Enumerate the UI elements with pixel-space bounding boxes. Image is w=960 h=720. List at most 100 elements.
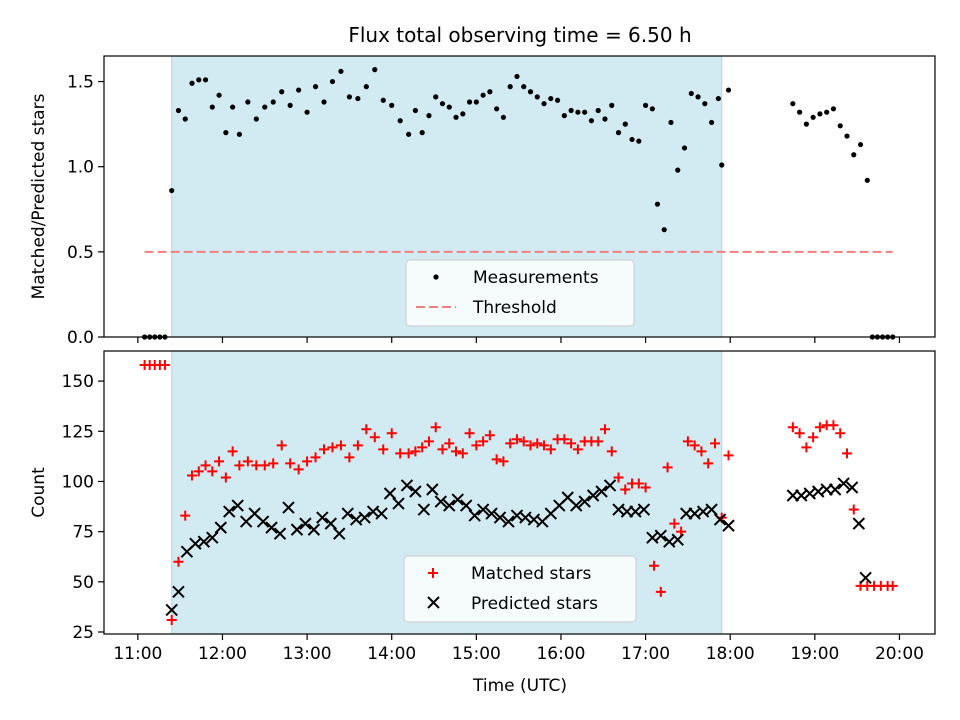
matched-star-point (841, 448, 852, 459)
legend-matched-label: Matched stars (471, 564, 591, 584)
matched-star-point (457, 448, 468, 459)
measurement-point (668, 119, 674, 126)
y-tick-label: 50 (72, 573, 94, 593)
y-tick-label: 25 (72, 623, 94, 643)
matched-star-point (207, 466, 218, 477)
measurement-point (521, 84, 527, 90)
measurement-point (642, 102, 649, 108)
x-tick-label: 12:00 (198, 644, 247, 664)
predicted-star-point (400, 479, 414, 492)
predicted-star-point (409, 485, 422, 498)
matched-star-point (511, 434, 522, 445)
measurement-point (507, 84, 513, 90)
predicted-star-point (443, 499, 456, 512)
matched-star-point (369, 432, 380, 443)
count-legend-box (403, 555, 637, 623)
matched-star-point (723, 450, 734, 461)
measurement-point (329, 78, 336, 85)
measurement-point (837, 123, 843, 129)
matched-star-point (613, 472, 624, 483)
predicted-star-point (476, 503, 490, 516)
x-tick-label: 15:00 (452, 644, 501, 664)
x-axis-label: Time (UTC) (472, 676, 567, 696)
matched-star-point (689, 440, 700, 451)
measurement-point (541, 101, 547, 107)
measurement-point (534, 94, 540, 100)
matched-star-point (268, 458, 279, 469)
matched-star-point (200, 460, 211, 471)
predicted-star-point (837, 477, 850, 490)
y-tick-label: 1.5 (67, 73, 94, 93)
matched-star-point (559, 434, 570, 445)
matched-star-point (335, 440, 346, 451)
matched-star-point (242, 456, 253, 467)
measurement-point (236, 131, 242, 137)
matched-star-point (464, 428, 475, 439)
measurement-point (500, 114, 507, 120)
measurement-point (797, 109, 803, 115)
matched-star-point (361, 424, 372, 435)
matched-star-point (599, 424, 610, 435)
measurement-point (661, 227, 667, 233)
matched-star-points (139, 360, 898, 625)
matched-star-point (430, 422, 441, 433)
measurement-point (588, 118, 595, 124)
measurement-point (554, 97, 561, 103)
measurement-point (245, 99, 251, 105)
matched-star-point (669, 518, 680, 529)
count-x-ticks: 11:00 12:00 13:00 14:00 15:00 16:00 17:00 18:00… (113, 634, 924, 664)
measurement-point (433, 94, 439, 100)
matched-star-point (395, 448, 406, 459)
measurement-point (695, 94, 701, 100)
measurement-point (480, 92, 486, 98)
measurement-point (615, 130, 622, 136)
predicted-star-point (705, 503, 718, 516)
predicted-star-point (671, 533, 684, 546)
matched-star-point (709, 438, 720, 449)
measurement-points (142, 67, 896, 340)
matched-star-point (423, 436, 434, 447)
matched-star-point (662, 462, 673, 473)
measurement-point (202, 77, 209, 83)
measurement-point (851, 152, 857, 158)
measurement-point (380, 97, 386, 103)
y-tick-label: 100 (62, 472, 94, 492)
matched-star-point (649, 560, 660, 571)
measurement-point (321, 99, 327, 105)
matched-star-point (491, 454, 502, 465)
y-tick-label: 1.0 (67, 158, 94, 178)
matched-star-point (787, 422, 798, 433)
measurement-point (790, 101, 796, 107)
y-tick-label: 0.5 (67, 243, 94, 263)
matched-star-point (410, 446, 421, 457)
measurement-point (460, 111, 466, 117)
measurement-point (406, 131, 412, 137)
measurement-point (654, 201, 661, 207)
matched-star-point (484, 430, 495, 441)
predicted-star-point (417, 503, 431, 516)
matched-star-point (214, 456, 225, 467)
measurement-point (363, 84, 369, 90)
x-tick-label: 11:00 (113, 644, 162, 664)
measurement-point (372, 67, 378, 73)
predicted-star-point (451, 493, 464, 506)
matched-star-point (606, 446, 617, 457)
x-tick-label: 13:00 (283, 644, 332, 664)
legend-threshold-label: Threshold (472, 298, 557, 318)
matched-star-point (545, 444, 556, 455)
predicted-star-point (273, 527, 287, 540)
predicted-star-point (223, 505, 236, 518)
measurement-point (636, 138, 642, 144)
measurement-point (253, 116, 259, 122)
measurement-point (304, 109, 310, 115)
measurement-point (582, 109, 588, 115)
measurement-point (595, 107, 601, 114)
matched-star-point (193, 466, 204, 477)
measurement-point (649, 106, 655, 112)
y-tick-label: 150 (62, 372, 94, 392)
count-legend: Matched stars Predicted stars (403, 555, 637, 623)
matched-star-point (173, 556, 184, 567)
measurement-point (296, 87, 302, 93)
matched-star-point (251, 460, 262, 471)
measurement-point (453, 114, 459, 120)
